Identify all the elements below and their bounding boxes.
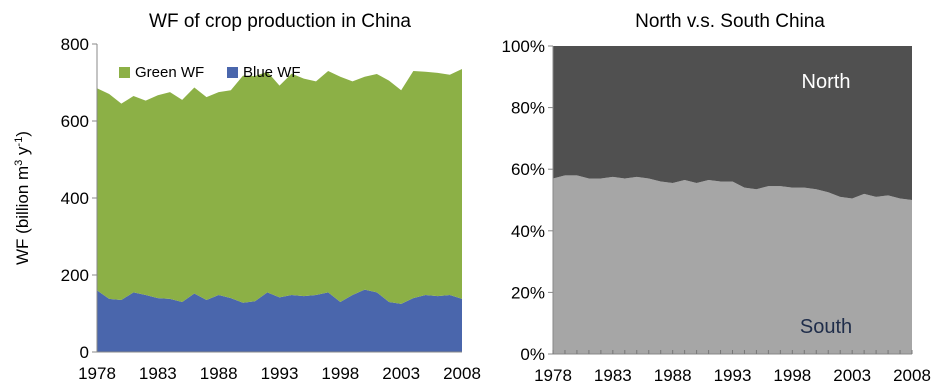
x-tick-label: 2003 — [833, 366, 871, 385]
x-tick-label: 1998 — [773, 366, 811, 385]
x-tick-label: 1978 — [534, 366, 572, 385]
y-tick-label: 20% — [511, 283, 545, 302]
region-label-south: South — [800, 316, 852, 338]
x-tick-label: 1988 — [200, 364, 238, 383]
y-tick-label: 0 — [80, 343, 89, 362]
x-tick-label: 2008 — [893, 366, 931, 385]
x-tick-label: 1983 — [139, 364, 177, 383]
x-tick-label: 2008 — [443, 364, 481, 383]
x-tick-label: 1978 — [78, 364, 116, 383]
left-x-ticks: 1978 1983 1988 1993 1998 2003 2008 — [78, 364, 481, 383]
area-blue-wf — [97, 289, 462, 352]
right-x-ticks: 1978 1983 1988 1993 1998 2003 2008 — [534, 350, 931, 385]
legend-swatch-green — [119, 67, 130, 78]
y-tick-label: 0% — [520, 345, 545, 364]
left-y-ticks: 0 200 400 600 800 — [61, 35, 97, 362]
x-tick-label: 1983 — [594, 366, 632, 385]
right-plot-area — [553, 46, 912, 354]
area-north — [553, 46, 912, 200]
chart-left: WF of crop production in China 0 200 400 60… — [13, 11, 481, 383]
right-y-ticks: 0% 20% 40% 60% 80% 100% — [502, 37, 553, 364]
y-tick-label: 80% — [511, 99, 545, 118]
y-tick-label: 60% — [511, 160, 545, 179]
legend-label-blue: Blue WF — [243, 64, 301, 81]
x-tick-label: 1988 — [654, 366, 692, 385]
left-plot-area — [97, 69, 462, 352]
region-label-north: North — [802, 71, 851, 93]
legend: Green WF Blue WF — [119, 64, 301, 81]
x-tick-label: 1993 — [261, 364, 299, 383]
chart-right: North v.s. South China 0% 20% 40% 60% 80% 100… — [502, 11, 931, 385]
area-green-wf — [97, 69, 462, 304]
y-tick-label: 100% — [502, 37, 545, 56]
x-tick-label: 2003 — [382, 364, 420, 383]
y-tick-label: 40% — [511, 222, 545, 241]
left-y-axis-label: WF (billion m3 y-1) — [13, 131, 32, 265]
chart-left-title: WF of crop production in China — [149, 11, 411, 32]
x-tick-label: 1993 — [714, 366, 752, 385]
y-tick-label: 200 — [61, 266, 89, 285]
legend-swatch-blue — [227, 67, 238, 78]
x-tick-label: 1998 — [321, 364, 359, 383]
area-south — [553, 175, 912, 354]
y-tick-label: 600 — [61, 112, 89, 131]
chart-right-title: North v.s. South China — [635, 11, 825, 32]
legend-label-green: Green WF — [135, 64, 204, 81]
y-tick-label: 800 — [61, 35, 89, 54]
y-tick-label: 400 — [61, 189, 89, 208]
